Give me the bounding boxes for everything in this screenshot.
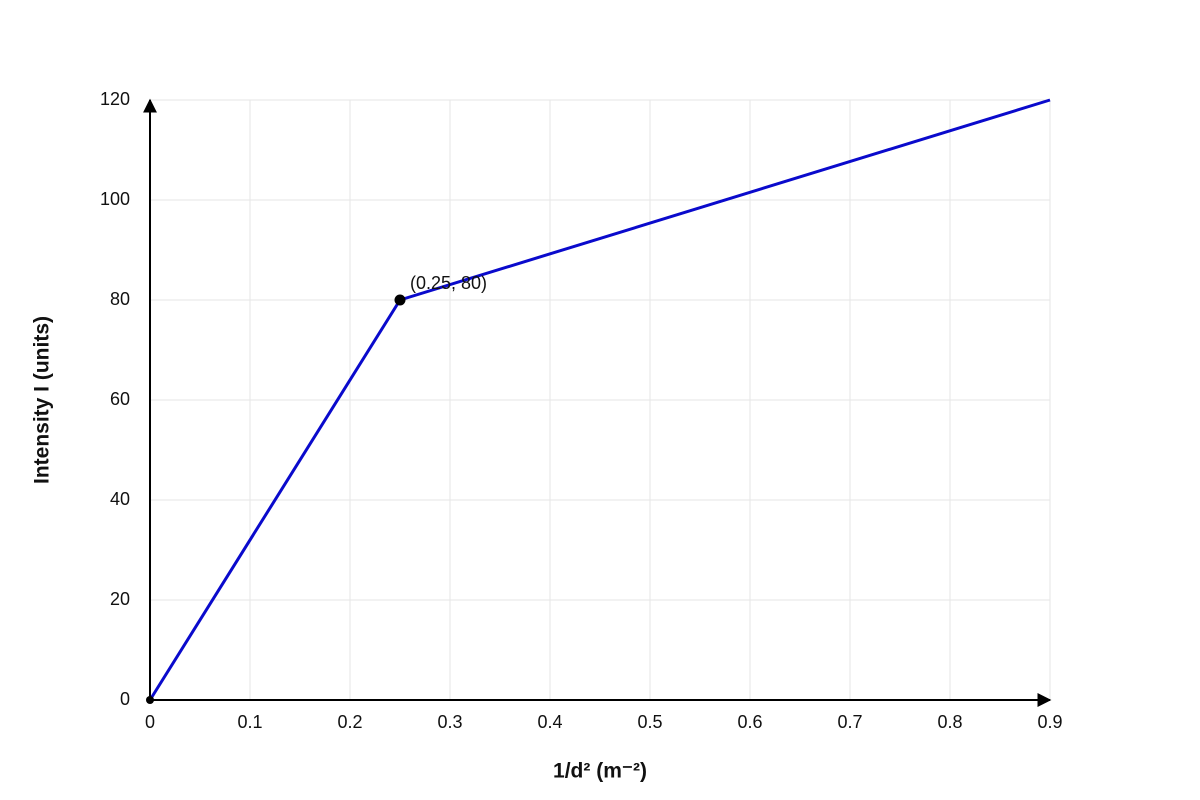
y-tick-label: 60: [110, 389, 130, 409]
x-tick-label: 0.7: [837, 712, 862, 732]
y-tick-label: 120: [100, 89, 130, 109]
y-tick-label: 40: [110, 489, 130, 509]
x-tick-label: 0.4: [537, 712, 562, 732]
y-tick-label: 0: [120, 689, 130, 709]
y-axis-title: Intensity I (units): [31, 316, 54, 484]
annotated-point: [394, 294, 406, 306]
x-tick-label: 0.3: [437, 712, 462, 732]
x-tick-label: 0.2: [337, 712, 362, 732]
x-tick-label: 0.6: [737, 712, 762, 732]
x-tick-label: 0.1: [237, 712, 262, 732]
x-axis-title: 1/d² (m⁻²): [553, 760, 647, 783]
annotation: (0.25, 80): [410, 273, 487, 293]
x-tick-label: 0.8: [937, 712, 962, 732]
y-tick-label: 100: [100, 189, 130, 209]
origin-point: [146, 696, 154, 704]
y-tick-label: 80: [110, 289, 130, 309]
y-tick-label: 20: [110, 589, 130, 609]
x-tick-label: 0: [145, 712, 155, 732]
grid: [149, 99, 1051, 701]
x-tick-label: 0.5: [637, 712, 662, 732]
x-tick-label: 0.9: [1037, 712, 1062, 732]
